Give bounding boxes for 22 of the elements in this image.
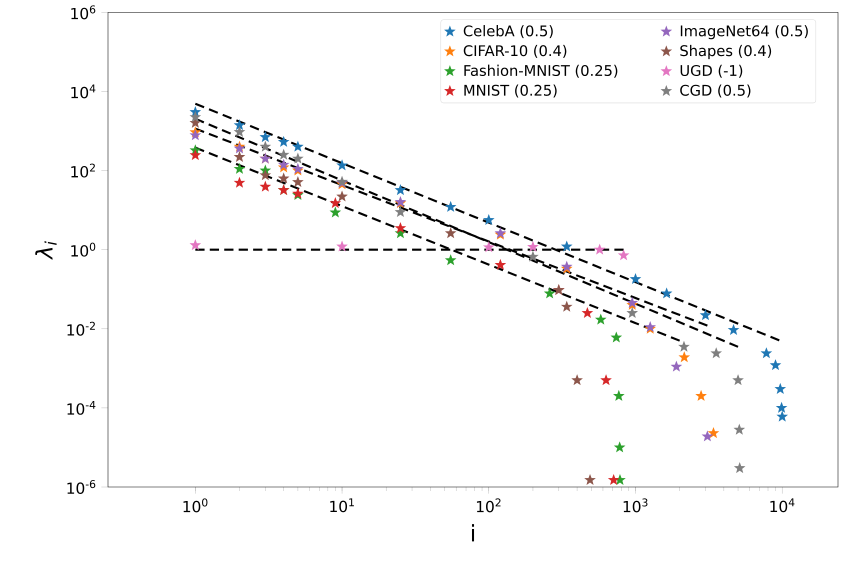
x-tick-label: 10$^{2}$	[476, 498, 501, 512]
x-tick-label: 10$^{0}$	[184, 498, 208, 512]
legend-label: CIFAR-10 (0.4)	[464, 44, 566, 58]
y-tick-label: 10$^{-4}$	[67, 400, 96, 415]
x-tick-label: 10$^{1}$	[330, 498, 354, 512]
legend-label: MNIST (0.25)	[464, 84, 557, 98]
y-tick-label: 10$^{-2}$	[67, 322, 95, 336]
x-tick-label: 10$^{3}$	[624, 498, 648, 512]
y-tick-label: 10$^{2}$	[71, 164, 95, 178]
x-tick-label: 10$^{4}$	[770, 498, 794, 512]
y-tick-label: 10$^{6}$	[71, 5, 96, 20]
y-tick-label: 10$^{-6}$	[67, 480, 96, 494]
y-tick-label: 10$^{4}$	[71, 84, 96, 98]
legend-label: CelebA (0.5)	[464, 25, 553, 38]
legend-label: Fashion-MNIST (0.25)	[464, 64, 618, 78]
legend-label: CGD (0.5)	[680, 84, 750, 98]
x-axis-title: i	[472, 524, 474, 542]
legend-label: ImageNet64 (0.5)	[680, 25, 808, 40]
y-tick-label: 10$^{0}$	[71, 242, 96, 257]
y-axis-title: λ$_{i}$	[35, 241, 57, 260]
legend-label: Shapes (0.4)	[680, 44, 772, 60]
legend-label: UGD (-1)	[680, 64, 742, 78]
